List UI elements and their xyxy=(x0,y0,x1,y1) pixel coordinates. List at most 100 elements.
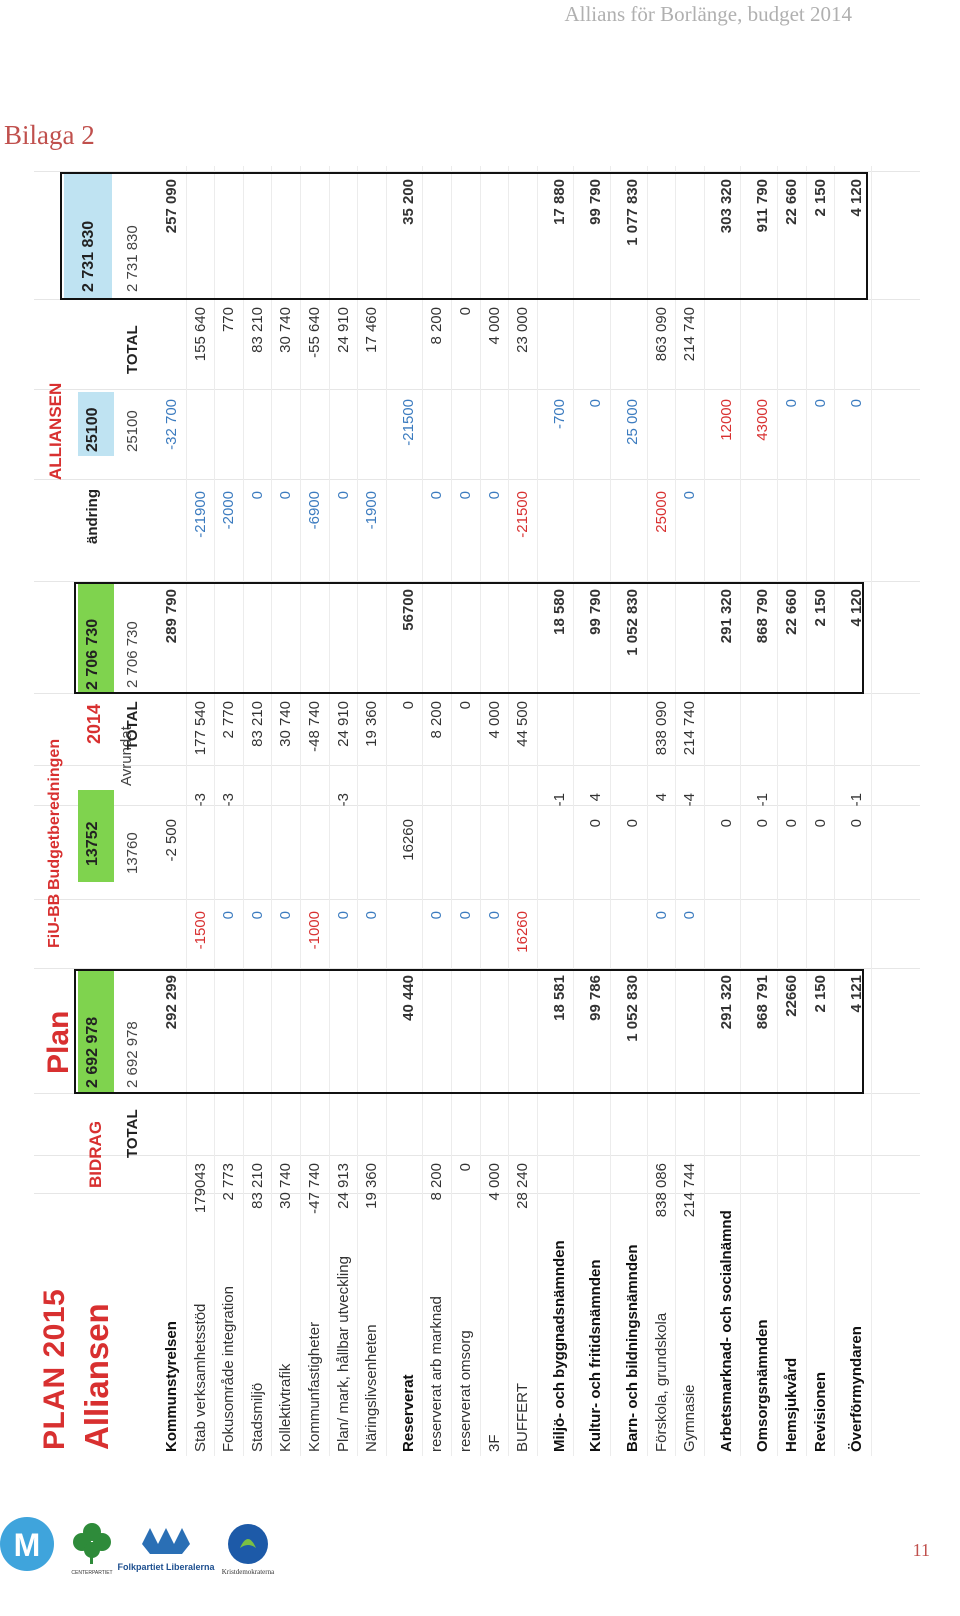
cell-total14: 4 000 xyxy=(485,701,503,739)
row-label: Förskola, grundskola xyxy=(652,1312,670,1452)
cell-a25100: 25 000 xyxy=(624,399,641,445)
attachment-title: Bilaga 2 xyxy=(4,120,95,150)
cell-atotal: 770 xyxy=(220,307,238,333)
row-label: Plan/ mark, hållbar utveckling xyxy=(334,1256,352,1452)
cell-atotal: 155 640 xyxy=(191,307,209,362)
row-label: Överförmyndaren xyxy=(848,1326,866,1452)
cell-bidrag: 4 000 xyxy=(485,1163,503,1201)
cell-atotal: 8 200 xyxy=(428,307,446,345)
alliansen-top: 25100 xyxy=(84,407,101,453)
row-label: Kultur- och fritidsnämnden xyxy=(587,1259,605,1453)
cell-atotal: 83 210 xyxy=(248,307,266,353)
row-label: Näringslivsenheten xyxy=(363,1324,381,1452)
cell-bidrag: 179043 xyxy=(191,1163,209,1214)
folkpartiet-logo xyxy=(142,1528,190,1554)
col-total-label: TOTAL xyxy=(124,1109,141,1158)
row-label: Kollektivtrafik xyxy=(277,1363,295,1452)
bb-amount: 13752 xyxy=(84,821,101,867)
cell-avr: 4 xyxy=(587,793,605,802)
cell-bidrag: 30 740 xyxy=(277,1163,295,1209)
cell-total14: 30 740 xyxy=(277,701,295,747)
cell-total14: 0 xyxy=(457,701,474,710)
cell-atotal: 23 000 xyxy=(514,307,532,353)
cell-bidrag: 28 240 xyxy=(514,1163,532,1209)
cell-atotal: 24 910 xyxy=(334,307,352,353)
cell-a25100: -32 700 xyxy=(163,399,180,450)
row-label: 3F xyxy=(485,1434,503,1452)
row-label: reserverat omsorg xyxy=(457,1330,474,1452)
cell-atotal: 30 740 xyxy=(277,307,295,353)
cell-bb: 0 xyxy=(811,819,829,828)
cell-total14: 19 360 xyxy=(363,701,381,747)
row-label: reserverat arb marknad xyxy=(428,1296,446,1452)
cell-a25100: 43000 xyxy=(754,399,772,441)
cell-atotal: 0 xyxy=(457,307,474,316)
document-header: Allians för Borlänge, budget 2014 xyxy=(564,2,852,26)
cell-bb: 0 xyxy=(717,819,735,828)
folkpartiet-text: Folkpartiet Liberalerna xyxy=(117,1562,215,1572)
cell-a25100: -21500 xyxy=(399,399,417,446)
cell-bidrag: 8 200 xyxy=(428,1163,446,1201)
budget-spreadsheet: PLAN 2015 Alliansen BIDRAG Plan 2 692 97… xyxy=(34,166,920,1456)
cell-bb: -2 500 xyxy=(163,819,180,862)
page-number: 11 xyxy=(912,1540,930,1560)
cell-a25100: 0 xyxy=(848,399,866,408)
bb-total-column-box xyxy=(74,582,864,694)
moderaterna-letter: M xyxy=(14,1527,41,1563)
row-label: Stadsmiljö xyxy=(248,1382,266,1452)
cell-total14: 8 200 xyxy=(428,701,446,739)
cell-total14: -48 740 xyxy=(306,701,323,752)
cell-total14: 24 910 xyxy=(334,701,352,747)
cell-bidrag: 24 913 xyxy=(334,1163,352,1209)
alliansen-total-column-box xyxy=(60,172,868,300)
grid-line-horizontal xyxy=(834,166,836,1456)
cell-bb: 0 xyxy=(624,819,641,828)
moderaterna-logo xyxy=(0,1517,54,1571)
sheet-title: PLAN 2015 xyxy=(38,1288,71,1450)
cell-atotal: -55 640 xyxy=(306,307,323,358)
row-label: Reserverat xyxy=(399,1374,417,1452)
row-label: Kommunstyrelsen xyxy=(163,1321,180,1452)
budget-spreadsheet-image: PLAN 2015 Alliansen BIDRAG Plan 2 692 97… xyxy=(34,166,920,1456)
cell-a25100: 0 xyxy=(811,399,829,408)
kristdemokraterna-text: Kristdemokraterna xyxy=(222,1568,275,1576)
row-label: Omsorgsnämnden xyxy=(754,1319,772,1452)
party-logos-svg: M CENTERPARTIET Folkpartiet Liberalerna … xyxy=(0,1517,275,1576)
row-label: Revisionen xyxy=(811,1371,829,1452)
centerpartiet-logo xyxy=(73,1523,111,1564)
sheet-subtitle: Alliansen xyxy=(78,1303,115,1450)
row-label: Kommunfastigheter xyxy=(306,1321,323,1452)
cell-bidrag: 0 xyxy=(457,1163,474,1172)
row-label: Barn- och bildningsnämnden xyxy=(624,1244,641,1452)
alliansen-label: ALLIANSEN xyxy=(46,382,65,480)
cell-total14: 0 xyxy=(399,701,417,710)
cell-total14: 83 210 xyxy=(248,701,266,747)
row-label: Fokusområde integration xyxy=(220,1286,238,1452)
row-label: Gymnasie xyxy=(681,1384,699,1452)
andring-label: ändring xyxy=(84,489,101,544)
col-25100: 25100 xyxy=(124,410,141,452)
cell-atotal: 17 460 xyxy=(363,307,381,353)
row-label: Hemsjukvård xyxy=(783,1357,800,1452)
cell-atotal: 214 740 xyxy=(681,307,699,362)
cell-a25100: 0 xyxy=(587,399,605,408)
cell-bidrag: 19 360 xyxy=(363,1163,381,1209)
cell-bidrag: 838 086 xyxy=(652,1163,670,1218)
cell-a25100: -700 xyxy=(550,399,568,430)
col-total-2014-label: TOTAL xyxy=(124,701,141,750)
centerpartiet-text: CENTERPARTIET xyxy=(71,1570,112,1576)
budgetberedningen-label: Budgetberedningen xyxy=(46,738,63,890)
cell-bb: 0 xyxy=(783,819,800,828)
cell-atotal: 4 000 xyxy=(485,307,503,345)
cell-avr: -1 xyxy=(754,793,772,807)
cell-total14: 838 090 xyxy=(652,701,670,756)
grid-line-vertical xyxy=(34,1155,920,1156)
cell-total14: 177 540 xyxy=(191,701,209,756)
cell-atotal: 863 090 xyxy=(652,307,670,362)
row-label: Arbetsmarknad- och socialnämnd xyxy=(717,1210,735,1452)
party-logos: M CENTERPARTIET Folkpartiet Liberalerna … xyxy=(0,1514,300,1576)
cell-bidrag: 83 210 xyxy=(248,1163,266,1209)
cell-bidrag: -47 740 xyxy=(306,1163,323,1214)
bidrag-label: BIDRAG xyxy=(86,1120,105,1188)
grid-line-horizontal xyxy=(805,166,807,1456)
